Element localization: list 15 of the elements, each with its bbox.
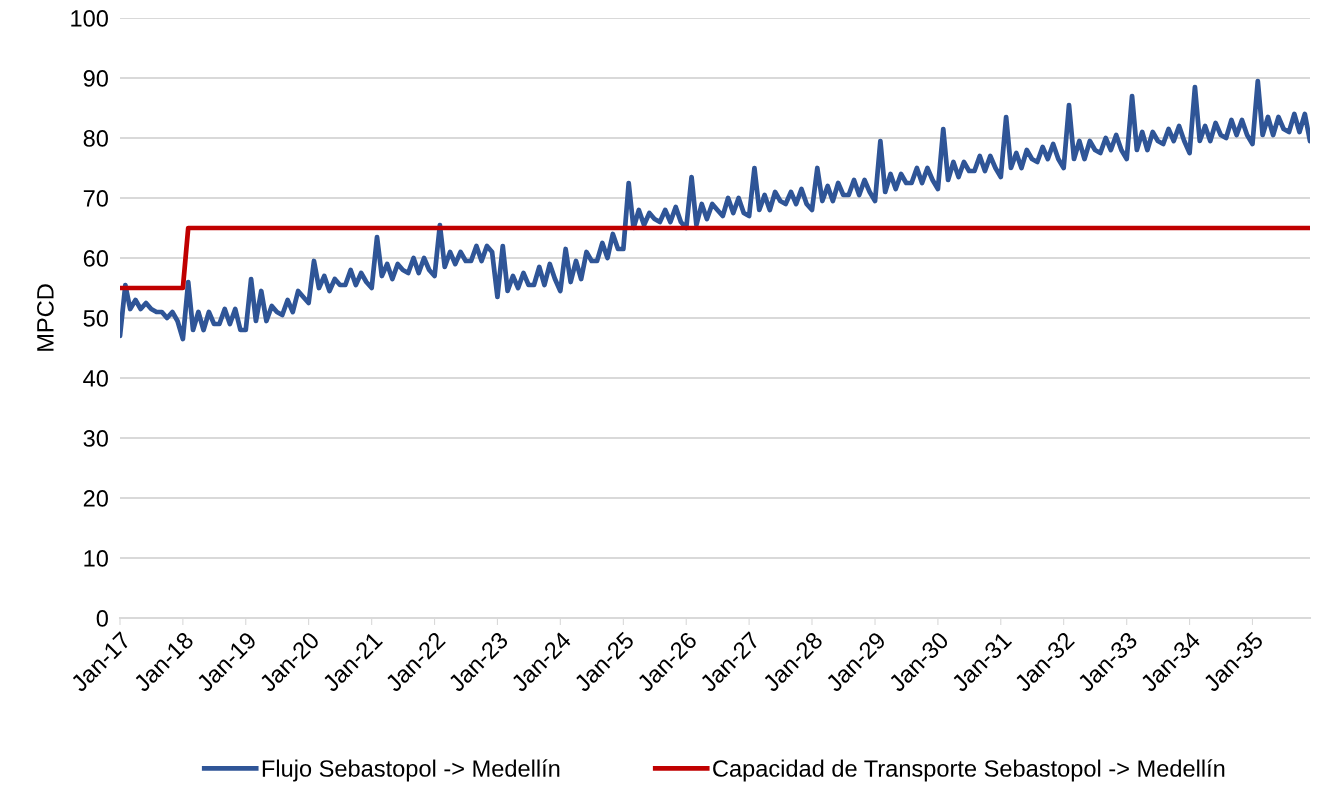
y-tick-label: 50 (83, 310, 108, 327)
y-tick-label: 10 (84, 550, 108, 567)
y-tick-label: 100 (71, 10, 108, 27)
y-tick-label: 40 (83, 370, 108, 387)
y-tick-label: 60 (83, 250, 108, 267)
y-tick-label: 90 (83, 70, 108, 87)
legend-label: Flujo Sebastopol -> Medellín (262, 759, 560, 782)
line-series (120, 78, 1310, 342)
y-axis-title: MPCD (37, 284, 54, 351)
y-tick-label: 80 (83, 130, 108, 147)
y-tick-label: 30 (83, 430, 108, 447)
legend-label: Capacidad de Transporte Sebastopol -> Medellín (713, 759, 1225, 782)
y-tick-label: 0 (96, 610, 108, 627)
y-tick-label: 70 (83, 190, 108, 207)
y-tick-label: 20 (83, 490, 108, 507)
